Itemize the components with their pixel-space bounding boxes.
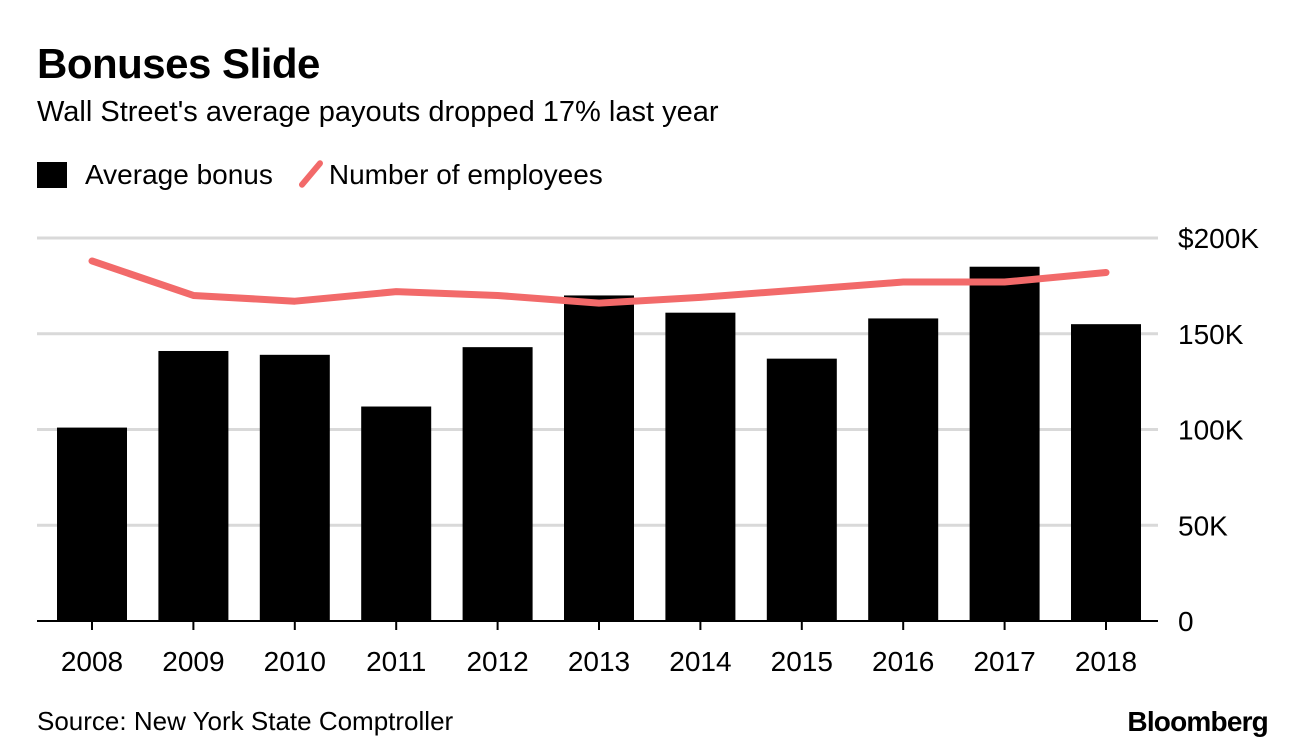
legend: Average bonus Number of employees [37, 158, 603, 192]
bar [57, 427, 127, 621]
y-tick-label: 100K [1178, 415, 1244, 446]
x-tick-label: 2018 [1075, 646, 1137, 677]
bar [665, 312, 736, 621]
bar [259, 354, 330, 621]
x-tick-label: 2013 [568, 646, 630, 677]
bar [564, 295, 634, 621]
bar [462, 347, 533, 621]
bloomberg-logo: Bloomberg [1127, 706, 1268, 737]
y-tick-label: $200K [1178, 223, 1259, 254]
x-tick-label: 2012 [466, 646, 528, 677]
bar [969, 266, 1040, 621]
legend-label-employees: Number of employees [328, 159, 603, 190]
x-tick-label: 2008 [61, 646, 123, 677]
y-tick-label: 150K [1178, 319, 1244, 350]
chart-title: Bonuses Slide [37, 40, 320, 87]
y-tick-label: 0 [1178, 606, 1194, 637]
bar [868, 318, 939, 621]
x-tick-label: 2011 [366, 646, 426, 677]
chart-subtitle: Wall Street's average payouts dropped 17… [37, 96, 719, 128]
bar [1071, 324, 1141, 621]
bar [766, 358, 837, 621]
legend-bar-swatch [37, 162, 67, 188]
x-tick-label: 2016 [872, 646, 934, 677]
x-tick-label: 2009 [162, 646, 224, 677]
bar [158, 350, 229, 621]
legend-label-average-bonus: Average bonus [85, 159, 273, 190]
source-note: Source: New York State Comptroller [37, 706, 454, 736]
x-tick-label: 2015 [771, 646, 833, 677]
x-tick-label: 2014 [669, 646, 731, 677]
bar [361, 406, 432, 621]
x-tick-label: 2017 [973, 646, 1035, 677]
y-tick-label: 50K [1178, 510, 1228, 541]
x-tick-label: 2010 [264, 646, 326, 677]
